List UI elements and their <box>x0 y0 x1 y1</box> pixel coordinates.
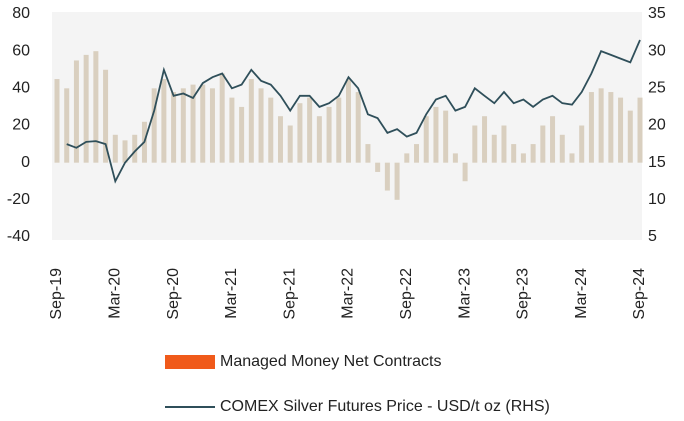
bar <box>209 88 215 163</box>
legend-label: COMEX Silver Futures Price - USD/t oz (R… <box>220 398 550 415</box>
x-tick-label: Sep-21 <box>281 268 298 320</box>
bar <box>482 116 488 163</box>
bar <box>423 116 429 163</box>
y-tick-label: 80 <box>12 5 30 22</box>
x-tick-label: Mar-20 <box>107 268 124 319</box>
y2-tick-label: 5 <box>648 228 657 245</box>
bar <box>316 116 322 163</box>
bar <box>443 110 449 163</box>
bar <box>122 140 128 163</box>
y2-tick-label: 30 <box>648 42 666 59</box>
bar <box>64 88 70 163</box>
bar <box>462 162 468 182</box>
bar <box>550 116 556 163</box>
x-tick-label: Mar-22 <box>340 268 357 319</box>
bar <box>54 79 60 163</box>
bar <box>530 144 536 163</box>
bar <box>365 144 371 163</box>
legend-swatch <box>165 355 215 369</box>
x-tick-label: Sep-24 <box>631 268 648 320</box>
bar <box>346 79 351 163</box>
bar <box>540 125 546 163</box>
bar <box>326 106 332 163</box>
bar <box>161 79 167 163</box>
bar <box>219 73 225 163</box>
bar <box>277 116 283 163</box>
bar <box>103 69 109 163</box>
bar <box>229 97 235 163</box>
bar <box>520 153 526 163</box>
price-line <box>66 39 641 184</box>
x-tick-label: Mar-21 <box>223 268 240 319</box>
bar <box>93 51 99 163</box>
y-tick-label: 40 <box>12 80 30 97</box>
y-tick-label: 0 <box>21 154 30 171</box>
bar <box>248 79 254 163</box>
x-tick-label: Sep-20 <box>165 268 182 320</box>
bar <box>404 153 410 163</box>
bar <box>190 84 196 163</box>
bar <box>618 97 624 163</box>
bar <box>83 54 89 163</box>
bar <box>268 97 274 163</box>
bar <box>637 97 643 163</box>
bar <box>307 97 313 163</box>
y2-tick-label: 15 <box>648 154 666 171</box>
x-tick-label: Sep-23 <box>515 268 532 320</box>
y-tick-label: 60 <box>12 42 30 59</box>
bar <box>559 134 565 163</box>
bar <box>258 88 264 163</box>
x-tick-label: Mar-24 <box>573 268 590 319</box>
bar <box>132 134 138 163</box>
y2-tick-label: 20 <box>648 117 666 134</box>
y-tick-label: -40 <box>7 228 30 245</box>
y2-tick-label: 25 <box>648 80 666 97</box>
y-tick-label: 20 <box>12 117 30 134</box>
bar <box>287 125 293 163</box>
x-tick-label: Mar-23 <box>456 268 473 319</box>
x-tick-label: Sep-22 <box>398 268 415 320</box>
bar <box>151 88 157 163</box>
bar <box>501 125 507 163</box>
legend-label: Managed Money Net Contracts <box>220 353 441 370</box>
bar <box>569 153 575 163</box>
bar <box>491 134 497 163</box>
bar <box>384 162 390 191</box>
bar <box>171 92 177 163</box>
bar <box>200 84 206 163</box>
bar <box>433 106 439 163</box>
bar <box>452 153 458 163</box>
bar <box>355 92 361 163</box>
bar <box>180 88 186 163</box>
y2-tick-label: 35 <box>648 5 666 22</box>
bar <box>297 103 303 163</box>
bar <box>336 97 342 163</box>
bar <box>608 92 614 163</box>
bar <box>588 92 594 163</box>
bar <box>511 144 517 163</box>
bar <box>239 106 245 163</box>
y2-tick-label: 10 <box>648 191 666 208</box>
bar <box>375 162 381 172</box>
bar <box>598 88 604 163</box>
bar <box>414 144 420 163</box>
bar <box>472 125 478 163</box>
bar <box>73 60 79 163</box>
bar <box>627 110 633 163</box>
y-tick-label: -20 <box>7 191 30 208</box>
x-tick-label: Sep-19 <box>48 268 65 320</box>
bar <box>112 134 118 163</box>
bar <box>579 125 585 163</box>
bar <box>394 162 400 200</box>
